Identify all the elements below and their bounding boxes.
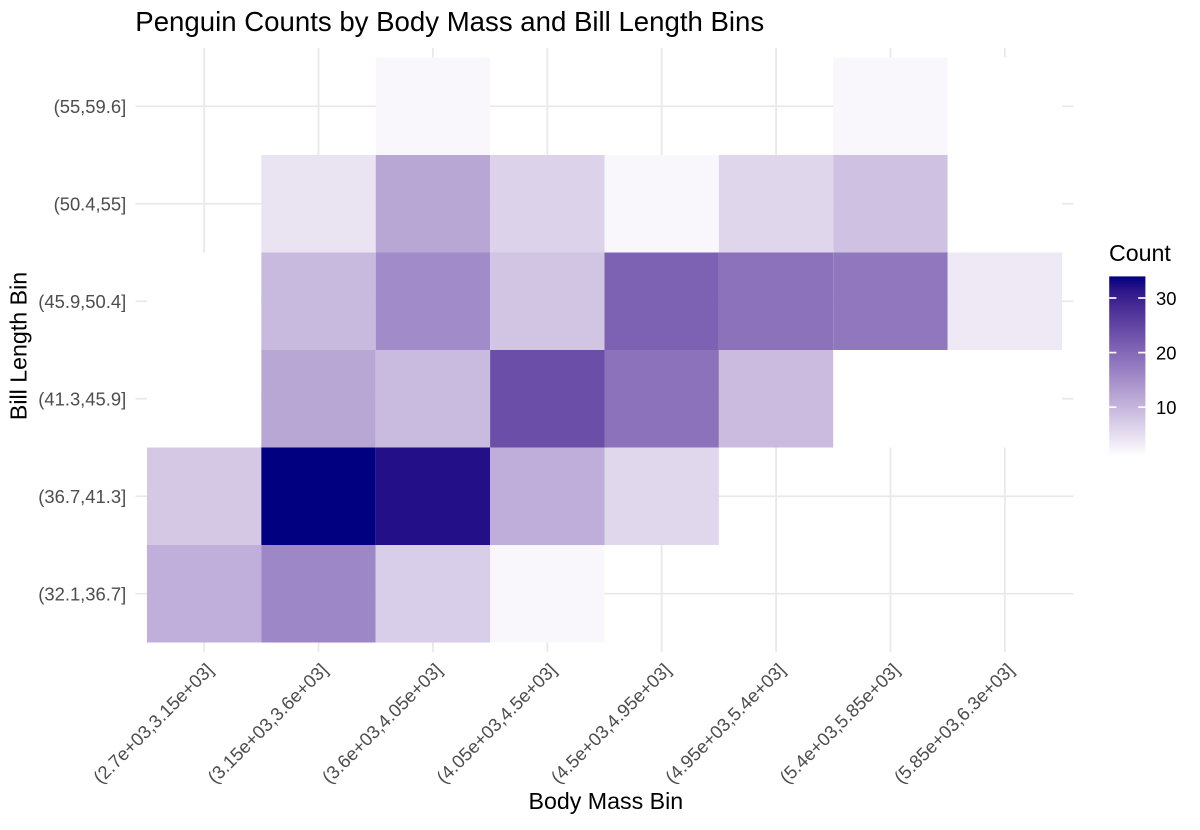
svg-text:(41.3,45.9]: (41.3,45.9] <box>38 388 126 409</box>
svg-text:30: 30 <box>1156 288 1176 309</box>
svg-text:(55,59.6]: (55,59.6] <box>54 96 127 117</box>
svg-text:(32.1,36.7]: (32.1,36.7] <box>38 583 126 604</box>
svg-text:20: 20 <box>1156 343 1176 364</box>
svg-text:10: 10 <box>1156 397 1176 418</box>
svg-text:Count: Count <box>1109 240 1171 266</box>
svg-text:(50.4,55]: (50.4,55] <box>54 193 127 214</box>
svg-text:(45.9,50.4]: (45.9,50.4] <box>38 291 126 312</box>
svg-text:Bill Length Bin: Bill Length Bin <box>6 272 32 420</box>
svg-text:Penguin Counts by Body Mass an: Penguin Counts by Body Mass and Bill Len… <box>135 6 764 37</box>
svg-text:(36.7,41.3]: (36.7,41.3] <box>38 486 126 507</box>
svg-text:Body Mass Bin: Body Mass Bin <box>529 788 684 814</box>
